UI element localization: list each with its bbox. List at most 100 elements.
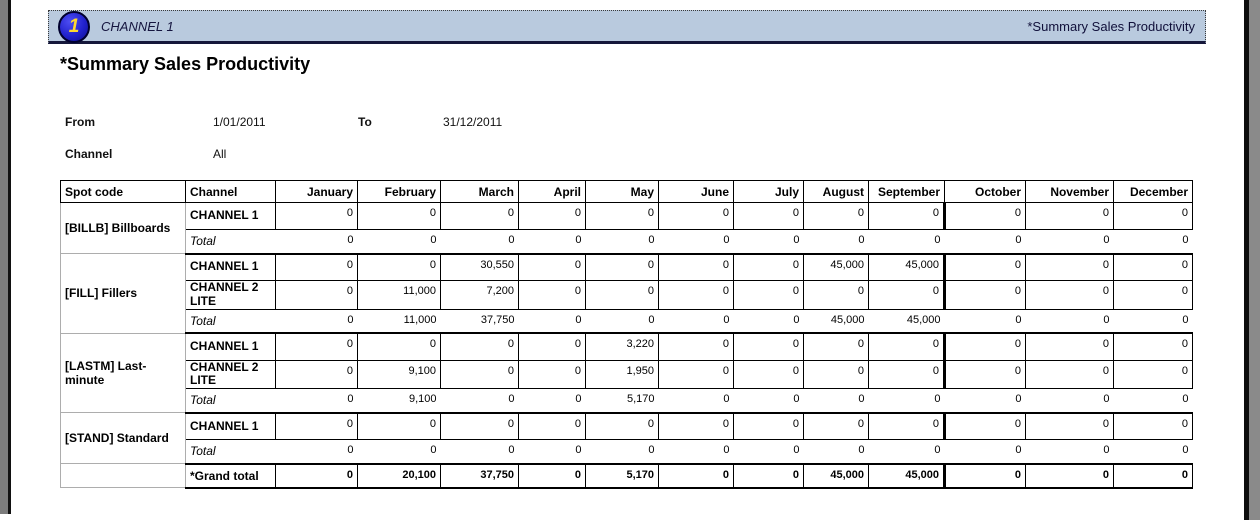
total-value-cell: 0 [944, 388, 1026, 414]
total-value-cell: 5,170 [585, 388, 659, 414]
channel-cell: CHANNEL 1 [185, 412, 276, 441]
total-value-cell: 0 [518, 439, 586, 465]
total-value-cell: 45,000 [868, 309, 945, 335]
total-row: Total 0 9,100 0 0 5,170 0 0 0 0 0 0 0 [61, 388, 1193, 414]
value-cell: 0 [943, 253, 1026, 281]
value-cell: 45,000 [803, 253, 869, 281]
total-value-cell: 0 [868, 388, 945, 414]
channel-cell: CHANNEL 2 LITE [185, 280, 276, 310]
value-cell: 0 [943, 463, 1026, 489]
total-value-cell: 0 [1113, 309, 1193, 335]
total-label-cell: Total [185, 229, 276, 255]
to-label: To [358, 115, 372, 129]
value-cell: 0 [1025, 463, 1114, 489]
total-value-cell: 0 [275, 439, 358, 465]
value-cell: 0 [1025, 202, 1114, 230]
total-value-cell: 0 [658, 229, 734, 255]
column-header: Channel [185, 180, 276, 203]
column-header: June [658, 180, 734, 203]
grand-total-label-cell: *Grand total [185, 463, 276, 489]
value-cell: 0 [275, 412, 358, 441]
value-cell: 0 [585, 253, 659, 281]
value-cell: 0 [1025, 359, 1114, 390]
value-cell: 0 [733, 280, 804, 310]
value-cell: 0 [733, 359, 804, 390]
value-cell: 0 [658, 253, 734, 281]
column-header: April [518, 180, 586, 203]
total-value-cell: 0 [275, 388, 358, 414]
value-cell: 0 [658, 412, 734, 441]
value-cell: 0 [803, 202, 869, 230]
table-row: CHANNEL 2 LITE 0 9,100 0 0 1,950 0 0 0 0 0 0 0 [61, 359, 1193, 390]
total-value-cell: 0 [1113, 388, 1193, 414]
total-value-cell: 0 [585, 439, 659, 465]
column-header: March [440, 180, 519, 203]
value-cell: 0 [943, 412, 1026, 441]
value-cell: 0 [440, 202, 519, 230]
column-header: November [1025, 180, 1114, 203]
total-value-cell: 0 [1025, 229, 1114, 255]
value-cell: 0 [518, 359, 586, 390]
value-cell: 0 [518, 280, 586, 310]
from-value: 1/01/2011 [213, 115, 266, 129]
channel-param-label: Channel [65, 147, 113, 161]
group-number-badge[interactable]: 1 [58, 11, 90, 43]
total-value-cell: 0 [1113, 439, 1193, 465]
total-value-cell: 0 [1025, 309, 1114, 335]
value-cell: 0 [733, 202, 804, 230]
value-cell: 0 [943, 359, 1026, 390]
total-value-cell: 11,000 [357, 309, 441, 335]
value-cell: 0 [868, 332, 945, 361]
value-cell: 0 [658, 202, 734, 230]
column-header: May [585, 180, 659, 203]
value-cell: 0 [943, 280, 1026, 310]
total-value-cell: 0 [868, 439, 945, 465]
value-cell: 0 [1025, 253, 1114, 281]
group-channel-label: CHANNEL 1 [101, 18, 174, 34]
value-cell: 0 [803, 280, 869, 310]
total-value-cell: 0 [944, 229, 1026, 255]
total-row: Total 0 11,000 37,750 0 0 0 0 45,000 45,000 0 0 0 [61, 309, 1193, 335]
total-value-cell: 0 [733, 439, 804, 465]
total-value-cell: 0 [803, 388, 869, 414]
value-cell: 9,100 [357, 359, 441, 390]
value-cell: 0 [868, 202, 945, 230]
table-row: [FILL] Fillers CHANNEL 1 0 0 30,550 0 0 0 0 45,00… [60, 253, 1193, 334]
total-value-cell: 0 [440, 229, 519, 255]
value-cell: 0 [585, 412, 659, 441]
total-value-cell: 0 [733, 229, 804, 255]
value-cell: 0 [518, 253, 586, 281]
value-cell: 5,170 [585, 463, 659, 489]
value-cell: 45,000 [803, 463, 869, 489]
value-cell: 0 [658, 332, 734, 361]
value-cell: 0 [275, 280, 358, 310]
total-value-cell: 0 [1113, 229, 1193, 255]
group-header-band[interactable]: 1 CHANNEL 1 *Summary Sales Productivity [48, 10, 1206, 44]
total-value-cell: 0 [733, 388, 804, 414]
column-header: August [803, 180, 869, 203]
total-value-cell: 0 [518, 229, 586, 255]
value-cell: 0 [733, 463, 804, 489]
page-border-left [8, 0, 11, 514]
total-value-cell: 0 [658, 439, 734, 465]
value-cell: 0 [1113, 253, 1193, 281]
value-cell: 0 [275, 202, 358, 230]
total-value-cell: 37,750 [440, 309, 519, 335]
total-value-cell: 0 [440, 439, 519, 465]
value-cell: 20,100 [357, 463, 441, 489]
total-value-cell: 0 [803, 439, 869, 465]
band-report-title: *Summary Sales Productivity [1027, 18, 1195, 34]
total-value-cell: 0 [868, 229, 945, 255]
spot-code-cell: [BILLB] Billboards [60, 202, 186, 254]
total-row: Total 0 0 0 0 0 0 0 0 0 0 0 0 [61, 229, 1193, 255]
value-cell: 0 [275, 332, 358, 361]
value-cell: 45,000 [868, 253, 945, 281]
value-cell: 0 [440, 412, 519, 441]
channel-cell: CHANNEL 1 [185, 253, 276, 281]
total-value-cell: 0 [733, 309, 804, 335]
value-cell: 0 [658, 359, 734, 390]
grand-total-row: *Grand total 0 20,100 37,750 0 5,170 0 0 45,000 4… [60, 463, 1193, 489]
total-value-cell: 0 [658, 309, 734, 335]
value-cell: 0 [803, 412, 869, 441]
